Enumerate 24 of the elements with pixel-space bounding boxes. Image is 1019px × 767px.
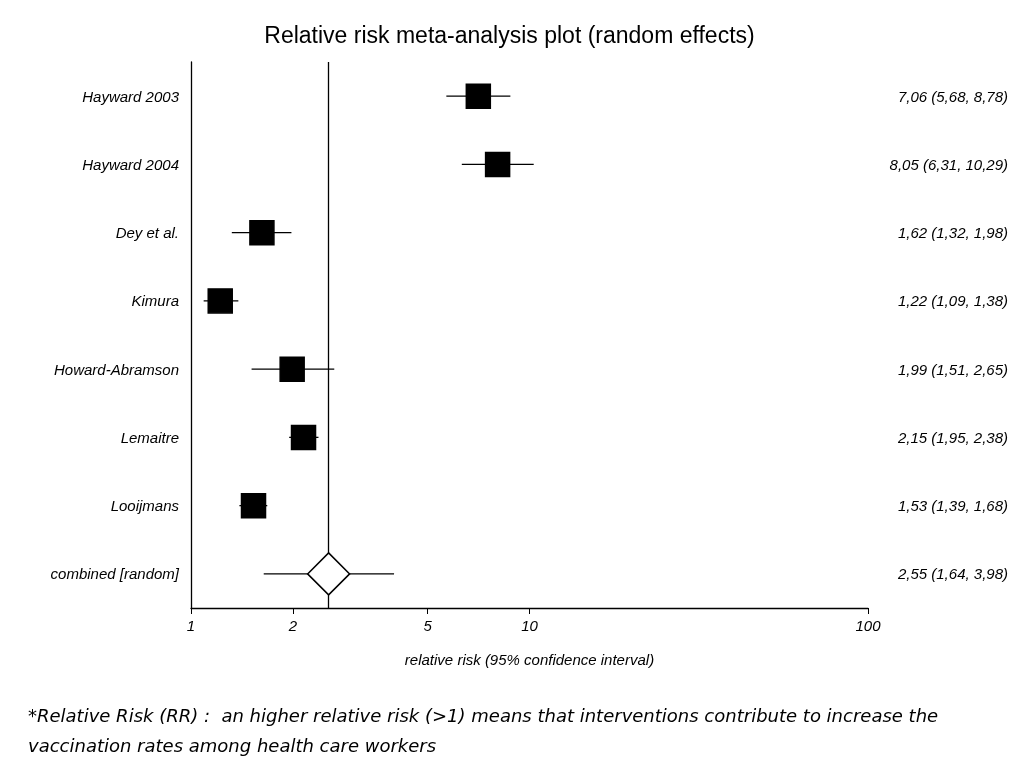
x-tick-label: 100 bbox=[855, 617, 882, 634]
text: 7,06 (5,68, 8,78) bbox=[897, 87, 1008, 105]
x-tick-label: 1 bbox=[186, 617, 196, 634]
y-tick-label: Howard-Abramson bbox=[53, 360, 179, 378]
y-tick-label: Kimura bbox=[131, 292, 179, 310]
y-tick-label: Hayward 2003 bbox=[82, 87, 180, 105]
text: *Relative Risk (RR) : an higher relative risk (>1) means that interventions contribute to increase the vaccination rates among health care workers bbox=[28, 704, 944, 756]
chart-title: Relative risk meta-analysis plot (random effects) bbox=[264, 21, 755, 48]
y-tick-label: Hayward 2004 bbox=[82, 155, 179, 173]
y-tick-label: Dey et al. bbox=[115, 224, 179, 242]
y-tick-label: combined [random] bbox=[50, 565, 180, 583]
text: 1,62 (1,32, 1,98) bbox=[897, 224, 1008, 242]
text: 1,99 (1,51, 2,65) bbox=[897, 360, 1008, 378]
text: 2,15 (1,95, 2,38) bbox=[897, 428, 1008, 446]
text: 1,22 (1,09, 1,38) bbox=[897, 292, 1008, 310]
x-tick-label: 2 bbox=[287, 617, 298, 634]
y-tick-label: Looijmans bbox=[110, 497, 180, 515]
text: 1,53 (1,39, 1,68) bbox=[897, 497, 1008, 515]
x-tick-label: 5 bbox=[423, 617, 433, 634]
y-tick-label: Lemaitre bbox=[120, 428, 179, 446]
text: 2,55 (1,64, 3,98) bbox=[897, 565, 1008, 583]
x-tick-label: 10 bbox=[521, 617, 539, 634]
x-axis-title: relative risk (95% confidence interval) bbox=[404, 651, 655, 668]
text: 8,05 (6,31, 10,29) bbox=[889, 155, 1008, 173]
